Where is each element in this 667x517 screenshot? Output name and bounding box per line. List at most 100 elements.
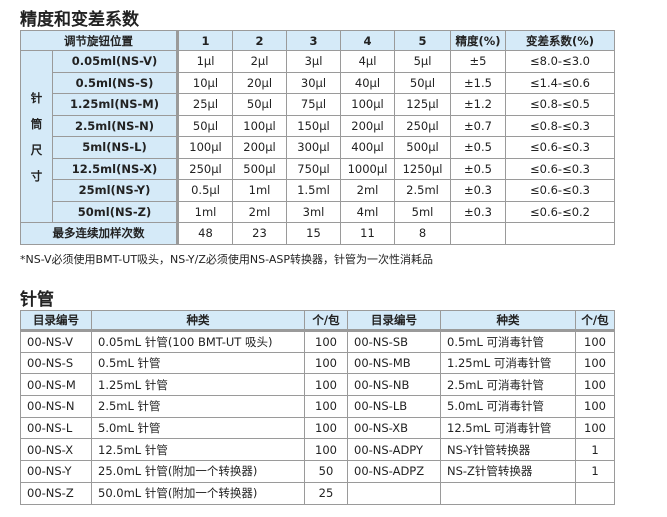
table-cell: ≤0.6-≤0.2 — [505, 200, 615, 223]
tube-type: 25.0mL 针管(附加一个转换器) — [91, 460, 305, 483]
column-header: 种类 — [91, 310, 305, 332]
pack-qty: 100 — [575, 330, 615, 353]
table-header-row: 目录编号 种类 个/包 目录编号 种类 个/包 — [20, 310, 615, 332]
column-header: 种类 — [440, 310, 576, 332]
table-cell: 1.5ml — [286, 179, 341, 202]
table-cell: 75μl — [286, 93, 341, 116]
row-label: 最多连续加样次数 — [20, 222, 179, 245]
pack-qty: 100 — [575, 373, 615, 397]
table-row: 2.5ml(NS-N) 50μl 100μl 150μl 200μl 250μl ±0.7 ≤… — [21, 114, 615, 137]
table-cell: 25μl — [177, 93, 233, 116]
tube-type: 0.5mL 针管 — [91, 351, 305, 375]
column-header: 1 — [177, 30, 233, 51]
catalog-number: 00-NS-SB — [347, 330, 441, 353]
row-label: 25ml(NS-Y) — [52, 179, 179, 202]
side-label-char: 筒 — [30, 116, 43, 131]
table-cell: 5μl — [394, 50, 451, 73]
table-cell: 300μl — [286, 136, 341, 159]
catalog-number: 00-NS-Z — [20, 481, 92, 505]
side-label-char: 尺 — [30, 142, 43, 157]
pack-qty: 100 — [304, 330, 348, 353]
precision-table: 调节旋钮位置 1 2 3 4 5 精度(%) 变差系数(%) 针筒尺寸 0.05ml(NS-V) 1… — [20, 30, 615, 245]
table-cell: 200μl — [340, 114, 395, 137]
table-cell — [450, 222, 506, 245]
table-row: 12.5ml(NS-X) 250μl 500μl 750μl 1000μl 1250μl ±… — [21, 157, 615, 180]
table-cell: 200μl — [232, 136, 287, 159]
side-label-char: 寸 — [30, 168, 43, 183]
table-cell: 1000μl — [340, 157, 395, 180]
table-row: 00-NS-V 0.05mL 针管(100 BMT-UT 吸头) 100 00-NS-… — [20, 330, 615, 353]
row-label: 5ml(NS-L) — [52, 136, 179, 159]
row-label: 1.25ml(NS-M) — [52, 93, 179, 116]
table-cell: ±0.3 — [450, 179, 506, 202]
table-cell: 100μl — [232, 114, 287, 137]
column-header: 5 — [394, 30, 451, 51]
pack-qty: 100 — [304, 438, 348, 462]
table-cell: 50μl — [232, 93, 287, 116]
catalog-number: 00-NS-L — [20, 416, 92, 440]
tube-type: 12.5mL 可消毒针管 — [440, 416, 576, 440]
table-cell: ±0.5 — [450, 157, 506, 180]
table-cell — [505, 222, 615, 245]
table-cell: 1ml — [232, 179, 287, 202]
pack-qty: 100 — [304, 416, 348, 440]
table-cell: 50μl — [177, 114, 233, 137]
table-cell: 500μl — [394, 136, 451, 159]
tube-type: 1.25mL 可消毒针管 — [440, 351, 576, 375]
table-cell: ≤8.0-≤3.0 — [505, 50, 615, 73]
table-row: 00-NS-Z 50.0mL 针管(附加一个转换器) 25 — [20, 481, 615, 505]
table-cell: ≤0.6-≤0.3 — [505, 179, 615, 202]
table-cell: 0.5μl — [177, 179, 233, 202]
table-cell: 2μl — [232, 50, 287, 73]
table-cell: 400μl — [340, 136, 395, 159]
pack-qty: 100 — [575, 416, 615, 440]
pack-qty: 50 — [304, 460, 348, 483]
column-header: 2 — [232, 30, 287, 51]
table-cell: 150μl — [286, 114, 341, 137]
table-cell: 250μl — [394, 114, 451, 137]
column-header: 精度(%) — [450, 30, 506, 51]
table-cell: 1250μl — [394, 157, 451, 180]
table-cell: 100μl — [340, 93, 395, 116]
table-cell: 1μl — [177, 50, 233, 73]
table-cell: 40μl — [340, 71, 395, 94]
table-cell: ≤0.6-≤0.3 — [505, 157, 615, 180]
table-row: 00-NS-S 0.5mL 针管 100 00-NS-MB 1.25mL 可消毒针管 10… — [20, 351, 615, 375]
pack-qty: 100 — [575, 395, 615, 418]
catalog-number: 00-NS-ADPY — [347, 438, 441, 462]
table-cell: 48 — [177, 222, 233, 245]
table-cell: ≤1.4-≤0.6 — [505, 71, 615, 94]
table-row: 00-NS-M 1.25mL 针管 100 00-NS-NB 2.5mL 可消毒针管 10… — [20, 373, 615, 397]
column-header: 目录编号 — [20, 310, 92, 332]
tube-type: NS-Y针管转换器 — [440, 438, 576, 462]
table-cell: 1ml — [177, 200, 233, 223]
table-cell: 250μl — [177, 157, 233, 180]
column-header: 调节旋钮位置 — [20, 30, 179, 51]
table-cell: ±0.3 — [450, 200, 506, 223]
table-cell: 750μl — [286, 157, 341, 180]
pack-qty: 25 — [304, 481, 348, 505]
tubes-table: 目录编号 种类 个/包 目录编号 种类 个/包 00-NS-V 0.05mL 针管(100 B… — [20, 310, 615, 505]
table-cell: 15 — [286, 222, 341, 245]
table-cell: 11 — [340, 222, 395, 245]
table-header-row: 调节旋钮位置 1 2 3 4 5 精度(%) 变差系数(%) — [20, 30, 615, 51]
pack-qty: 100 — [304, 351, 348, 375]
table-cell: ±0.5 — [450, 136, 506, 159]
table-cell: ≤0.8-≤0.5 — [505, 93, 615, 116]
row-label: 0.05ml(NS-V) — [52, 50, 179, 73]
pack-qty: 100 — [304, 373, 348, 397]
table-cell: 4μl — [340, 50, 395, 73]
table-row: 50ml(NS-Z) 1ml 2ml 3ml 4ml 5ml ±0.3 ≤0.6-≤0.2 — [21, 200, 615, 223]
catalog-number: 00-NS-LB — [347, 395, 441, 418]
table-cell: 20μl — [232, 71, 287, 94]
tube-type: NS-Z针管转换器 — [440, 460, 576, 483]
catalog-number: 00-NS-MB — [347, 351, 441, 375]
pack-qty: 100 — [575, 351, 615, 375]
table-cell: ≤0.8-≤0.3 — [505, 114, 615, 137]
catalog-number — [347, 481, 441, 505]
tube-type: 2.5mL 针管 — [91, 395, 305, 418]
pack-qty: 100 — [304, 395, 348, 418]
catalog-number: 00-NS-V — [20, 330, 92, 353]
footnote: *NS-V必须使用BMT-UT吸头，NS-Y/Z必须使用NS-ASP转换器，针管… — [20, 253, 433, 266]
table-cell: 125μl — [394, 93, 451, 116]
